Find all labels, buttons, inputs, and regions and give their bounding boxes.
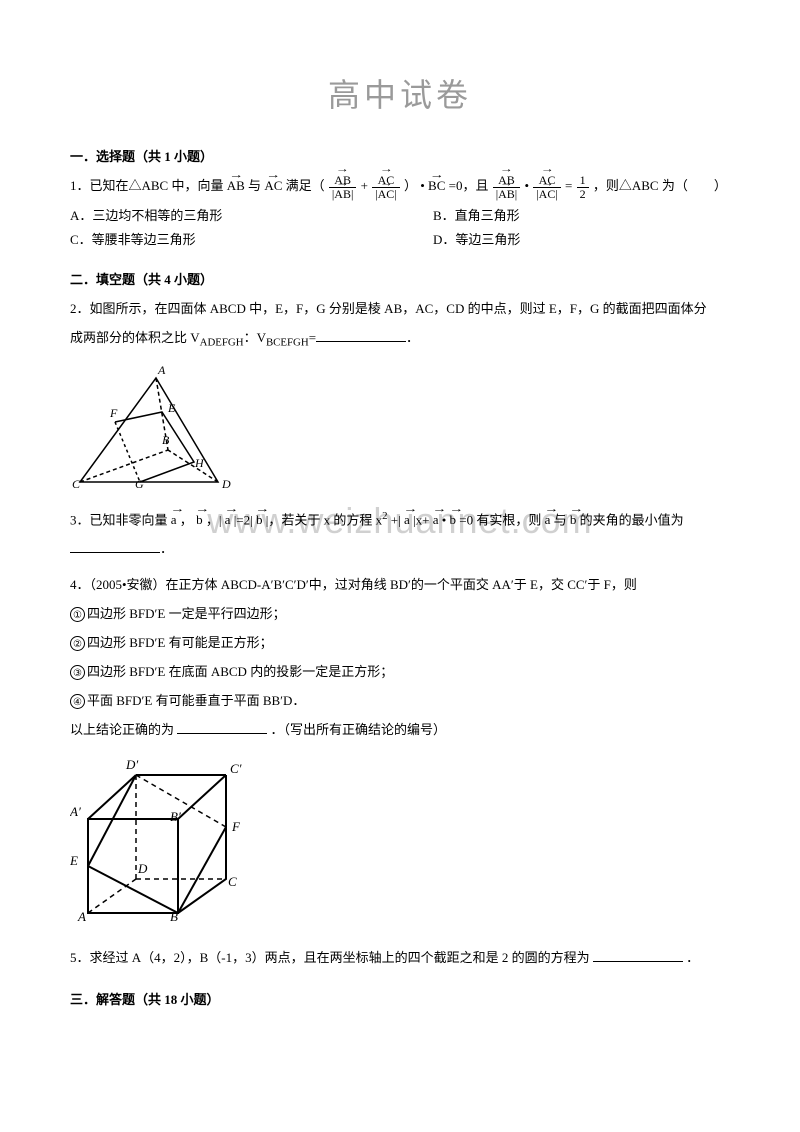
q1-text: =0，且	[449, 178, 489, 193]
frac-ac2: AC |AC|	[533, 174, 560, 200]
choice-d: D．等边三角形	[433, 228, 730, 251]
figure-tetrahedron: A B C D E F G H	[70, 362, 730, 492]
q1-text: 与	[248, 178, 261, 193]
q2-line2a: 成两部分的体积之比 V	[70, 330, 200, 345]
svg-text:A: A	[157, 363, 166, 377]
q4-tail-a: 以上结论正确的为	[70, 722, 174, 737]
choice-a: A．三边均不相等的三角形	[70, 204, 433, 227]
vec-a: a	[545, 507, 551, 533]
svg-text:B: B	[170, 909, 178, 924]
circ-2: ②	[70, 636, 85, 651]
vec-ab: AB	[227, 173, 245, 199]
svg-text:C′: C′	[230, 761, 242, 776]
frac-half: 1 2	[577, 174, 589, 200]
svg-text:A′: A′	[70, 804, 81, 819]
vec-a: a	[171, 507, 177, 533]
vec-ac: AC	[264, 173, 282, 199]
svg-text:B: B	[162, 433, 170, 447]
svg-text:E: E	[167, 401, 176, 415]
q3-text: =0 有实根，则	[459, 512, 544, 527]
q2-blank	[316, 329, 406, 342]
question-2: 2．如图所示，在四面体 ABCD 中，E，F，G 分别是棱 AB，AC，CD 的…	[70, 296, 730, 492]
svg-text:F: F	[231, 819, 241, 834]
circ-1: ①	[70, 607, 85, 622]
q5-text-a: 5．求经过 A（4，2），B（-1，3）两点，且在两坐标轴上的四个截距之和是 2…	[70, 950, 590, 965]
svg-text:E: E	[70, 853, 78, 868]
dot: •	[524, 178, 529, 193]
question-3: 3．已知非零向量 a ， b ，| a |=2| b |，若关于 x 的方程 x…	[70, 506, 730, 562]
svg-text:D: D	[137, 861, 148, 876]
q1-tail: ，则△ABC 为（ ）	[593, 178, 727, 193]
question-5: 5．求经过 A（4，2），B（-1，3）两点，且在两坐标轴上的四个截距之和是 2…	[70, 945, 730, 971]
q3-text: |，若关于 x 的方程 x	[266, 512, 382, 527]
vec-a: a	[433, 507, 439, 533]
q2-sub1: ADEFGH	[200, 336, 244, 348]
q4-o4: 平面 BFD′E 有可能垂直于平面 BB′D．	[87, 693, 305, 708]
figure-cube: A B C D A′ B′ C′ D′ E F	[70, 751, 730, 931]
q4-o1: 四边形 BFD′E 一定是平行四边形；	[87, 606, 286, 621]
q2-eq: =	[309, 330, 316, 345]
q2-colon: ：V	[244, 330, 266, 345]
svg-text:C: C	[72, 477, 81, 491]
q2-suffix: ．	[406, 330, 419, 345]
q5-blank	[593, 949, 683, 962]
q4-blank	[177, 721, 267, 734]
vec-b: b	[450, 507, 457, 533]
vec-a: a	[225, 507, 231, 533]
choice-b: B．直角三角形	[433, 204, 730, 227]
svg-text:A: A	[77, 909, 86, 924]
sq: 2	[382, 510, 387, 522]
dot: •	[420, 178, 425, 193]
section-1-header: 一．选择题（共 1 小题）	[70, 146, 730, 165]
choice-c: C．等腰非等边三角形	[70, 228, 433, 251]
q4-tail-b: ．（写出所有正确结论的编号）	[271, 722, 447, 737]
q4-o3: 四边形 BFD′E 在底面 ABCD 内的投影一定是正方形；	[87, 664, 393, 679]
question-4: 4．（2005•安徽）在正方体 ABCD-A′B′C′D′中，过对角线 BD′的…	[70, 572, 730, 931]
vec-a: a	[404, 507, 410, 533]
q4-o2: 四边形 BFD′E 有可能是正方形；	[87, 635, 273, 650]
svg-text:H: H	[194, 456, 205, 470]
circ-4: ④	[70, 694, 85, 709]
vec-bc: BC	[428, 173, 445, 199]
question-1: 1．已知在△ABC 中，向量 AB 与 AC 满足（ AB |AB| + AC …	[70, 173, 730, 251]
q3-text: 3．已知非零向量	[70, 512, 171, 527]
q3-suffix: ．	[160, 541, 173, 556]
section-3-header: 三．解答题（共 18 小题）	[70, 989, 730, 1008]
svg-text:D: D	[221, 477, 231, 491]
q3-tail: 的夹角的最小值为	[580, 512, 684, 527]
q2-line1: 2．如图所示，在四面体 ABCD 中，E，F，G 分别是棱 AB，AC，CD 的…	[70, 301, 707, 316]
q2-sub2: BCEFGH	[266, 336, 309, 348]
plus: +	[361, 178, 368, 193]
vec-b: b	[570, 507, 577, 533]
section-2-header: 二．填空题（共 4 小题）	[70, 269, 730, 288]
q5-text-b: ．	[686, 950, 699, 965]
circ-3: ③	[70, 665, 85, 680]
frac-ab: AB |AB|	[329, 174, 356, 200]
svg-text:F: F	[109, 406, 118, 420]
q1-text: 满足（	[286, 178, 325, 193]
svg-text:G: G	[135, 477, 144, 491]
q4-line1: 4．（2005•安徽）在正方体 ABCD-A′B′C′D′中，过对角线 BD′的…	[70, 572, 730, 598]
vec-b: b	[256, 507, 263, 533]
vec-b: b	[196, 507, 203, 533]
q1-text: 1．已知在△ABC 中，向量	[70, 178, 223, 193]
q3-blank	[70, 540, 160, 553]
page-title: 高中试卷	[70, 70, 730, 116]
svg-text:C: C	[228, 874, 237, 889]
frac-ac: AC |AC|	[372, 174, 399, 200]
svg-text:B′: B′	[170, 809, 181, 824]
q3-text: +|	[391, 512, 401, 527]
frac-ab2: AB |AB|	[493, 174, 520, 200]
paren: ）	[404, 178, 417, 193]
svg-text:D′: D′	[125, 757, 138, 772]
